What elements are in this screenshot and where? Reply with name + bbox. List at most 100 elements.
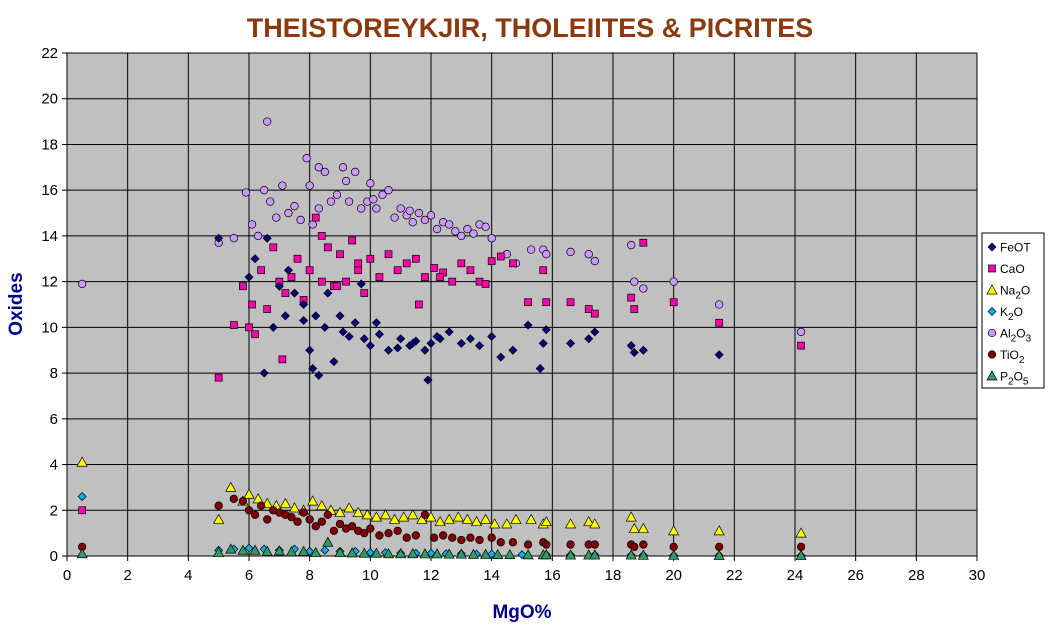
x-axis-ticks: 0 2 4 6 8 10 12 14 16 18 20 22 24 26 28 30	[63, 556, 985, 584]
data-point-na2o	[470, 515, 483, 527]
legend-marker-k2o	[987, 307, 997, 316]
data-point-na2o	[252, 493, 264, 504]
data-point-feot	[299, 316, 309, 325]
legend-marker-tio2	[987, 350, 997, 359]
data-point-feot	[338, 327, 348, 337]
data-point-feot	[250, 254, 260, 264]
data-point-al2o3	[796, 327, 806, 337]
legend-label-feot: FeOT	[1000, 241, 1031, 255]
data-point-al2o3	[369, 195, 378, 204]
data-point-al2o3	[260, 186, 269, 195]
data-point-feot	[299, 300, 309, 309]
data-point-cao	[393, 266, 402, 275]
data-point-cao	[78, 506, 87, 515]
data-point-feot	[541, 325, 551, 335]
data-point-al2o3	[526, 245, 536, 254]
data-point-cao	[415, 300, 423, 309]
data-point-tio2	[293, 517, 302, 526]
y-tick-label: 10	[41, 319, 58, 336]
data-point-feot	[384, 345, 394, 355]
y-tick-label: 20	[41, 91, 58, 108]
y-tick-label: 12	[41, 274, 58, 291]
data-point-cao	[627, 293, 636, 302]
data-point-k2o	[365, 548, 375, 558]
data-point-feot	[305, 345, 315, 355]
data-point-cao	[354, 259, 363, 268]
data-point-al2o3	[332, 190, 342, 199]
data-point-p2o5	[213, 546, 225, 557]
data-point-na2o	[637, 522, 649, 533]
data-point-al2o3	[351, 167, 360, 177]
y-tick-label: 2	[50, 502, 58, 519]
data-point-al2o3	[263, 117, 272, 126]
data-point-feot	[590, 327, 600, 337]
data-point-al2o3	[408, 218, 417, 227]
data-point-feot	[356, 279, 366, 289]
data-point-tio2	[402, 533, 411, 542]
series-al2o3	[78, 117, 806, 337]
data-point-feot	[456, 338, 466, 348]
data-point-al2o3	[272, 213, 281, 222]
x-tick-label: 4	[184, 567, 192, 584]
data-point-cao	[466, 266, 475, 275]
data-point-na2o	[452, 511, 464, 522]
x-tick-label: 18	[605, 567, 622, 584]
data-point-p2o5	[237, 544, 249, 555]
data-point-al2o3	[253, 231, 263, 241]
data-point-p2o5	[419, 548, 431, 559]
data-point-p2o5	[249, 544, 261, 555]
data-point-p2o5	[443, 548, 455, 559]
data-point-feot	[508, 345, 518, 355]
data-points	[76, 117, 807, 561]
data-point-cao	[375, 273, 384, 281]
data-point-p2o5	[455, 548, 467, 559]
data-point-al2o3	[590, 256, 599, 266]
y-tick-label: 22	[41, 45, 58, 62]
data-point-tio2	[250, 510, 260, 519]
data-point-cao	[436, 273, 444, 281]
data-point-tio2	[335, 519, 345, 529]
data-point-cao	[496, 252, 505, 261]
data-point-p2o5	[504, 548, 516, 559]
data-point-na2o	[564, 518, 577, 529]
y-tick-label: 14	[41, 228, 58, 245]
data-point-na2o	[225, 481, 237, 492]
y-tick-label: 16	[41, 182, 58, 199]
data-point-feot	[420, 345, 430, 355]
data-point-cao	[336, 250, 344, 259]
data-point-al2o3	[247, 220, 257, 229]
data-point-al2o3	[639, 284, 648, 293]
data-point-na2o	[288, 502, 301, 513]
series-tio2	[78, 494, 806, 552]
data-point-cao	[251, 330, 259, 339]
data-point-na2o	[489, 518, 501, 529]
data-point-feot	[523, 320, 533, 330]
data-point-p2o5	[589, 549, 601, 560]
data-point-al2o3	[432, 224, 442, 234]
data-point-feot	[432, 332, 442, 342]
data-point-feot	[426, 338, 436, 348]
x-tick-label: 16	[544, 567, 561, 584]
data-point-feot	[323, 288, 333, 298]
data-point-tio2	[420, 510, 430, 519]
data-point-feot	[487, 332, 497, 342]
data-point-tio2	[317, 517, 326, 526]
data-point-feot	[626, 341, 636, 351]
data-point-feot	[365, 341, 375, 351]
data-point-cao	[590, 309, 599, 318]
data-point-na2o	[434, 515, 446, 527]
data-point-tio2	[508, 538, 518, 547]
data-point-tio2	[214, 501, 223, 510]
data-point-tio2	[229, 494, 238, 503]
data-point-cao	[239, 282, 247, 291]
data-point-na2o	[443, 513, 455, 524]
series-feot	[214, 233, 724, 385]
data-point-na2o	[213, 513, 225, 524]
legend-label-k2o: K2O	[1000, 305, 1023, 323]
data-point-al2o3	[396, 204, 405, 213]
data-point-na2o	[480, 513, 492, 524]
data-point-p2o5	[540, 549, 552, 560]
data-point-cao	[281, 289, 290, 297]
data-point-tio2	[590, 540, 599, 549]
data-point-al2o3	[357, 204, 366, 213]
